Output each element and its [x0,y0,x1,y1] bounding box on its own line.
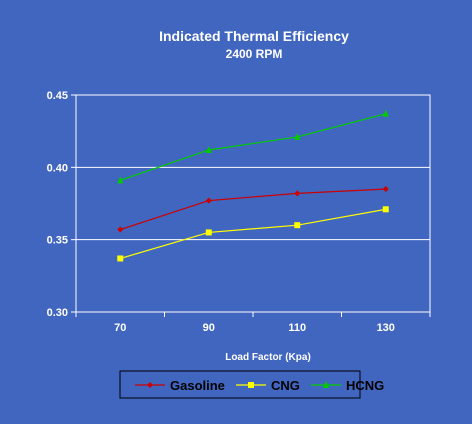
y-tick-label: 0.30 [47,307,68,319]
series-line [120,113,386,181]
x-axis-ticks: 70 90 110 130 [75,312,431,334]
data-point [205,197,212,204]
data-point [205,229,212,236]
series-hcng [117,109,389,184]
data-point [382,206,389,213]
plot-area [75,94,431,313]
legend-label: CNG [271,378,300,393]
data-point [382,109,389,117]
data-point [117,226,124,233]
x-tick-label: 90 [203,322,215,334]
data-point [294,190,301,197]
data-point [117,255,124,262]
series-line [120,208,386,260]
x-axis-label: Load Factor (Kpa) [225,352,311,363]
data-point [294,132,301,140]
data-point [294,222,301,229]
series-gasoline [117,186,389,233]
chart-subtitle: 2400 RPM [226,47,283,61]
legend-items: Gasoline CNG HCNG [135,378,384,393]
data-point [117,176,124,184]
legend-swatch-marker [147,382,153,388]
legend-swatch-marker [248,382,254,388]
data-point [382,186,389,193]
x-tick-label: 70 [114,322,126,334]
series-cng [117,206,389,262]
data-point [205,145,212,153]
chart-title: Indicated Thermal Efficiency [159,28,349,44]
y-tick-label: 0.40 [47,162,68,174]
legend-label: HCNG [346,378,384,393]
x-tick-label: 130 [377,322,395,334]
legend-label: Gasoline [170,378,225,393]
gridlines [76,166,430,241]
legend [119,370,361,399]
y-tick-label: 0.45 [47,90,68,102]
y-tick-label: 0.35 [47,235,68,247]
series-layer [117,109,389,262]
series-line [120,188,386,231]
y-axis-ticks: 0.30 0.35 0.40 0.45 [47,90,76,319]
legend-swatch-marker [323,381,329,388]
x-tick-label: 110 [288,322,306,334]
